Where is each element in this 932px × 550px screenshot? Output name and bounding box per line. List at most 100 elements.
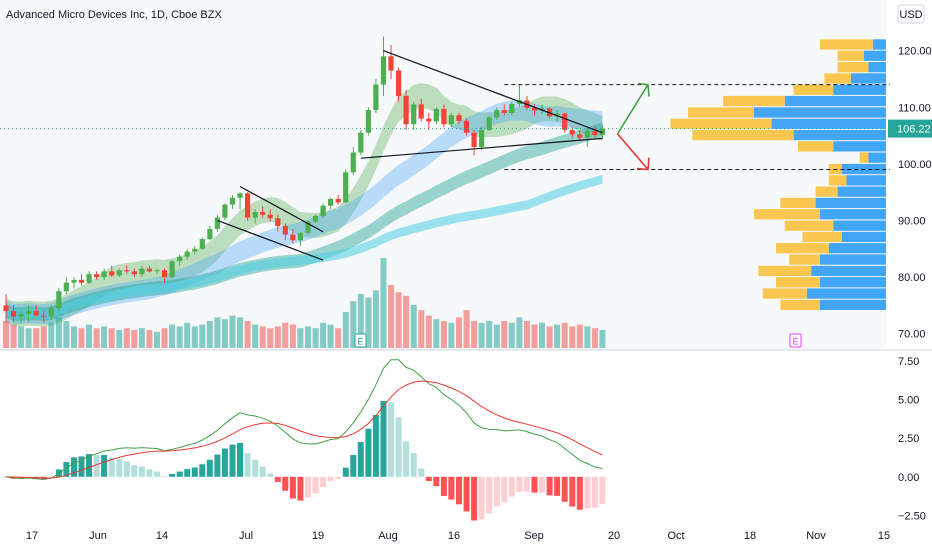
triangle-upper-line[interactable] bbox=[383, 50, 603, 134]
flag-upper-line[interactable] bbox=[239, 185, 324, 233]
candle-body bbox=[509, 103, 515, 113]
macd-histogram-bar bbox=[569, 476, 576, 507]
currency-button[interactable]: USD bbox=[897, 4, 925, 24]
candle-body bbox=[388, 56, 394, 71]
candle-body bbox=[599, 128, 605, 135]
macd-histogram-bar bbox=[478, 476, 485, 520]
volume-bar bbox=[463, 310, 470, 348]
volume-bar bbox=[531, 324, 538, 348]
macd-histogram-bar bbox=[599, 476, 606, 504]
volume-profile-sell bbox=[824, 73, 851, 84]
volume-bar bbox=[131, 330, 138, 348]
volume-bar bbox=[221, 319, 228, 348]
macd-histogram-bar bbox=[199, 464, 206, 477]
macd-histogram-bar bbox=[282, 476, 289, 491]
candle-body bbox=[18, 313, 24, 317]
candle-body bbox=[501, 110, 507, 113]
macd-histogram-bar bbox=[63, 462, 70, 477]
candle-body bbox=[33, 311, 39, 316]
volume-profile-buy bbox=[850, 73, 886, 84]
macd-histogram-bar bbox=[312, 476, 319, 494]
volume-bar bbox=[252, 324, 259, 348]
macd-histogram-bar bbox=[327, 476, 334, 481]
time-tick-label: Nov bbox=[806, 530, 826, 542]
symbol-title: Advanced Micro Devices Inc, 1D, Cboe BZX bbox=[6, 9, 222, 21]
candle-body bbox=[554, 113, 560, 117]
time-tick-label: 18 bbox=[744, 530, 756, 542]
breakdown-arrow-down-head bbox=[636, 157, 650, 171]
volume-bars bbox=[3, 258, 606, 348]
macd-histogram-bar bbox=[448, 476, 455, 500]
volume-bar bbox=[259, 326, 266, 348]
volume-profile-buy bbox=[815, 197, 886, 209]
candle-body bbox=[282, 226, 288, 235]
ema-band-fast bbox=[6, 83, 603, 327]
macd-histogram-bar bbox=[531, 476, 538, 493]
volume-bar bbox=[63, 321, 70, 348]
candle-body bbox=[94, 274, 100, 277]
earnings-event-marker[interactable]: E bbox=[789, 333, 802, 348]
macd-histogram-bar bbox=[493, 476, 500, 507]
candle-body bbox=[396, 70, 402, 96]
price-axis[interactable]: 120.00 110.00 100.00 90.00 80.00 70.00 106.22 bbox=[888, 46, 932, 341]
volume-bar bbox=[199, 324, 206, 348]
candle-body bbox=[48, 308, 54, 317]
candle-body bbox=[139, 268, 145, 275]
macd-histogram-bar bbox=[191, 467, 198, 477]
breakdown-arrow-down[interactable] bbox=[616, 133, 649, 171]
volume-bar bbox=[55, 317, 62, 348]
candle-body bbox=[184, 251, 190, 257]
volume-bar bbox=[289, 324, 296, 348]
volume-bar bbox=[410, 304, 417, 348]
candle-body bbox=[192, 248, 198, 252]
candle-body bbox=[237, 193, 243, 198]
volume-bar bbox=[320, 322, 327, 348]
breakout-arrow-up[interactable] bbox=[616, 84, 649, 135]
macd-histogram-bar bbox=[297, 476, 304, 501]
triangle-lower-line[interactable] bbox=[360, 137, 603, 159]
volume-profile-buy bbox=[846, 175, 886, 186]
volume-profile-buy bbox=[806, 288, 886, 299]
macd-histogram-bar bbox=[289, 476, 296, 499]
candle-body bbox=[441, 108, 447, 125]
candle-body bbox=[116, 270, 122, 276]
macd-histogram-bar bbox=[561, 476, 568, 502]
volume-bar bbox=[546, 326, 553, 348]
macd-histogram-bar bbox=[161, 476, 168, 477]
candle-body bbox=[328, 199, 334, 206]
time-tick-label: 14 bbox=[156, 530, 168, 542]
volume-profile-sell bbox=[837, 50, 864, 61]
macd-histogram-bar bbox=[365, 428, 372, 477]
volume-profile-sell bbox=[802, 231, 842, 243]
candle-body bbox=[494, 110, 500, 118]
volume-bar bbox=[10, 324, 17, 348]
candle-body bbox=[252, 212, 258, 218]
volume-bar bbox=[403, 295, 410, 348]
macd-histogram-bar bbox=[380, 401, 387, 477]
volume-bar bbox=[584, 326, 591, 348]
earnings-event-marker[interactable]: E bbox=[354, 333, 367, 348]
macd-histogram-bar bbox=[146, 469, 153, 477]
time-axis[interactable]: 17 Jun 14 Jul 19 Aug 16 Sep 20 Oct 18 Nov 15 bbox=[26, 530, 890, 542]
macd-histogram-bar bbox=[395, 417, 402, 477]
macd-histogram-bar bbox=[508, 476, 515, 497]
volume-bar bbox=[350, 301, 357, 348]
volume-bar bbox=[388, 285, 395, 348]
candle-body bbox=[207, 229, 213, 240]
time-tick-label: Jul bbox=[239, 530, 253, 542]
volume-bar bbox=[206, 321, 213, 348]
volume-bar bbox=[380, 258, 387, 348]
flag-lower-line[interactable] bbox=[217, 219, 324, 261]
candle-body bbox=[448, 115, 454, 125]
macd-axis[interactable]: 7.50 5.00 2.50 0.00 −2.50 bbox=[898, 356, 926, 522]
candle-body bbox=[146, 268, 152, 272]
volume-profile-buy bbox=[811, 265, 886, 277]
price-tick-label: 70.00 bbox=[898, 329, 926, 341]
volume-bar bbox=[40, 326, 47, 348]
macd-histogram-bar bbox=[138, 466, 145, 477]
volume-bar bbox=[161, 328, 168, 348]
volume-bar bbox=[108, 328, 115, 348]
candle-body bbox=[124, 270, 130, 272]
macd-histogram-bar bbox=[554, 476, 561, 496]
